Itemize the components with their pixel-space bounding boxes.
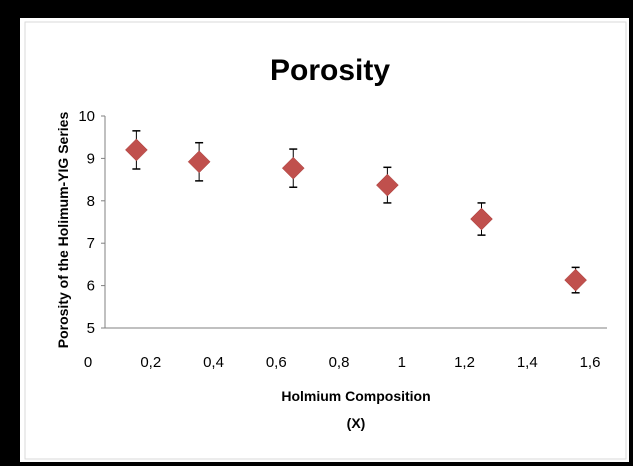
data-point-diamond <box>281 156 305 180</box>
x-tick-label: 0,6 <box>266 354 287 371</box>
x-tick-label: 1,2 <box>454 354 475 371</box>
data-point-diamond <box>564 268 587 292</box>
x-axis-title-line2: (X) <box>347 415 366 431</box>
data-point-diamond <box>470 207 493 231</box>
x-tick-label: 0,8 <box>329 354 350 371</box>
data-point-diamond <box>125 138 148 162</box>
y-tick-label: 10 <box>78 108 95 125</box>
data-points <box>125 138 587 292</box>
chart-area <box>24 21 627 460</box>
x-tick-label: 0,4 <box>203 354 224 371</box>
y-tick-label: 8 <box>87 193 95 210</box>
y-tick-labels: 5 6 7 8 9 10 <box>78 108 105 337</box>
x-tick-label: 1,6 <box>580 354 601 371</box>
x-tick-label: 1,4 <box>517 354 538 371</box>
y-tick-label: 7 <box>87 235 95 252</box>
x-tick-label: 0 <box>84 354 92 371</box>
y-tick-label: 5 <box>87 320 95 337</box>
x-tick-label: 1 <box>398 354 406 371</box>
axes <box>104 116 607 329</box>
data-point-diamond <box>187 150 211 174</box>
y-axis-title: Porosity of the Holimum-YIG Series <box>55 112 71 349</box>
y-tick-label: 6 <box>87 278 95 295</box>
x-tick-labels: 0 0,2 0,4 0,6 0,8 1 1,2 1,4 1,6 <box>84 354 601 371</box>
chart-title: Porosity <box>270 54 390 87</box>
x-tick-label: 0,2 <box>140 354 161 371</box>
y-tick-label: 9 <box>87 150 95 167</box>
x-axis-title-line1: Holmium Composition <box>281 388 430 404</box>
data-point-diamond <box>376 173 399 197</box>
